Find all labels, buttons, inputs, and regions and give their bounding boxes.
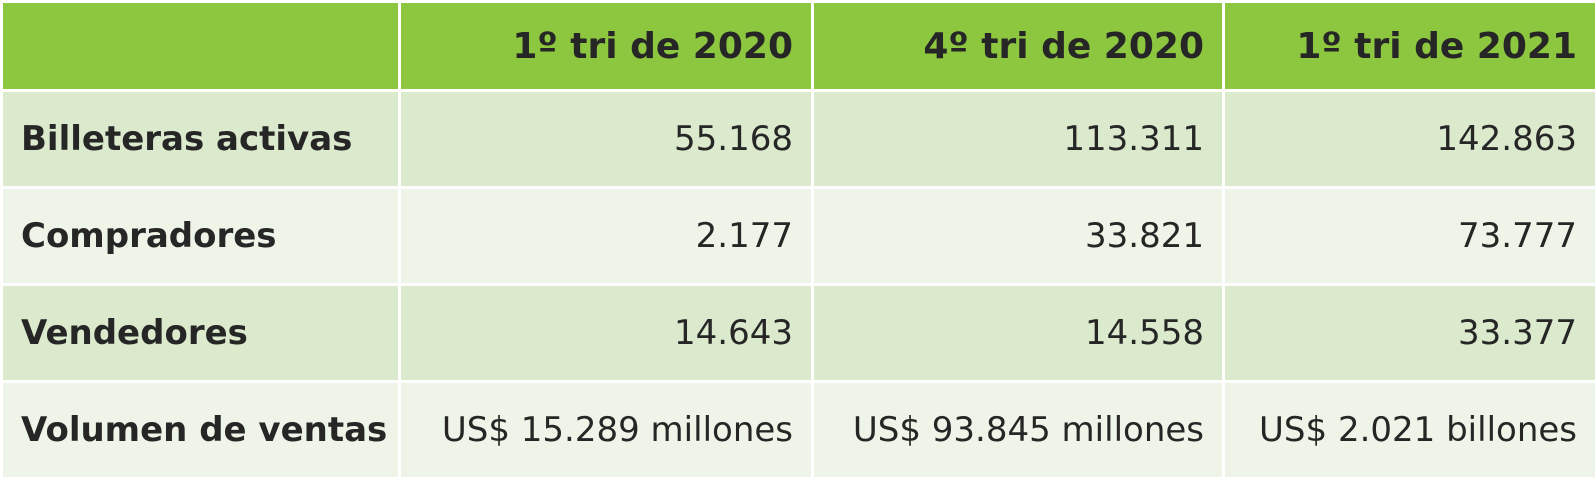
header-row: 1º tri de 2020 4º tri de 2020 1º tri de 20… — [0, 0, 1595, 92]
row-label: Vendedores — [0, 283, 401, 383]
column-header: 1º tri de 2020 — [398, 0, 814, 92]
column-header: 1º tri de 2021 — [1222, 0, 1595, 92]
cell: US$ 15.289 millones — [398, 380, 814, 480]
cell: 14.558 — [811, 283, 1225, 383]
cell: US$ 93.845 millones — [811, 380, 1225, 480]
column-header: 4º tri de 2020 — [811, 0, 1225, 92]
cell: 14.643 — [398, 283, 814, 383]
row-label: Volumen de ventas — [0, 380, 401, 480]
table-row: Compradores 2.177 33.821 73.777 — [0, 186, 1595, 286]
cell: 33.821 — [811, 186, 1225, 286]
cell: 113.311 — [811, 89, 1225, 189]
cell: 33.377 — [1222, 283, 1595, 383]
table-row: Vendedores 14.643 14.558 33.377 — [0, 283, 1595, 383]
table-body: Billeteras activas 55.168 113.311 142.863 Co… — [0, 89, 1595, 480]
corner-cell — [0, 0, 401, 92]
cell: 142.863 — [1222, 89, 1595, 189]
row-label: Compradores — [0, 186, 401, 286]
table-row: Billeteras activas 55.168 113.311 142.863 — [0, 89, 1595, 189]
cell: 73.777 — [1222, 186, 1595, 286]
cell: 2.177 — [398, 186, 814, 286]
table-row: Volumen de ventas US$ 15.289 millones US$ … — [0, 380, 1595, 480]
cell: 55.168 — [398, 89, 814, 189]
cell: US$ 2.021 billones — [1222, 380, 1595, 480]
row-label: Billeteras activas — [0, 89, 401, 189]
